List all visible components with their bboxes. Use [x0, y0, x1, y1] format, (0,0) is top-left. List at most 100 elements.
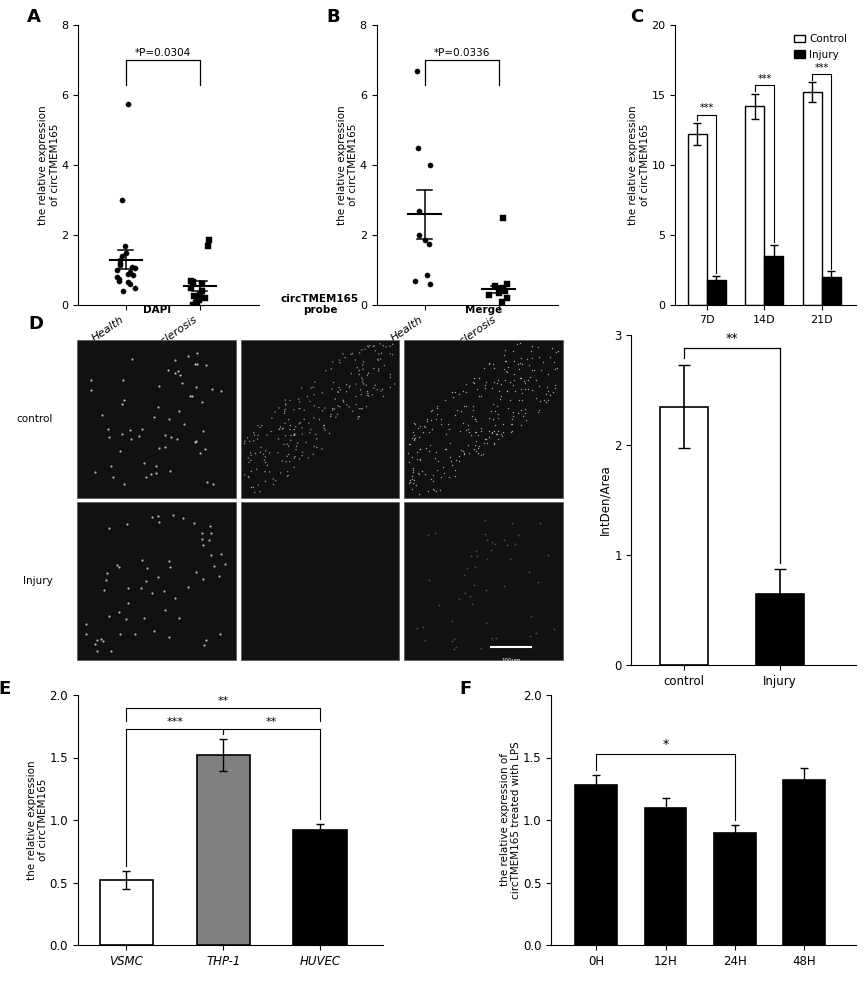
Point [505, 411, 519, 427]
Point [365, 387, 379, 403]
Point [471, 445, 484, 461]
Point [547, 621, 561, 637]
Point [137, 455, 151, 471]
Point [525, 338, 539, 354]
Point [524, 343, 538, 359]
Point [190, 294, 204, 310]
Point [490, 426, 503, 442]
Point [97, 582, 111, 598]
Point [248, 446, 262, 462]
Point [484, 380, 498, 396]
Point [522, 381, 535, 397]
Point [482, 356, 496, 372]
Point [532, 402, 546, 418]
Point [490, 398, 503, 414]
Point [186, 297, 200, 313]
Point [367, 380, 381, 396]
Point [467, 375, 481, 391]
Point [363, 338, 377, 354]
Point [240, 430, 254, 446]
Point [362, 388, 375, 404]
Point [206, 476, 220, 492]
Point [463, 588, 477, 604]
Point [158, 439, 172, 455]
Bar [240, 502, 400, 660]
Point [292, 416, 306, 432]
Point [452, 423, 466, 439]
Point [519, 412, 533, 428]
Point [401, 445, 415, 461]
Point [255, 418, 269, 434]
Point [521, 351, 535, 367]
Point [376, 388, 390, 404]
Point [336, 394, 350, 410]
Point [338, 350, 352, 366]
Point [238, 433, 252, 449]
Point [405, 481, 419, 497]
Point [489, 417, 503, 433]
Point [355, 342, 368, 358]
Point [188, 434, 202, 450]
Bar [784, 780, 825, 945]
Point [465, 596, 479, 612]
Point [474, 423, 488, 439]
Point [518, 381, 532, 397]
Point [272, 400, 285, 416]
Point [468, 441, 482, 457]
Point [370, 382, 384, 398]
Point [315, 441, 329, 457]
Point [330, 406, 344, 422]
Point [432, 482, 446, 498]
Point [437, 459, 451, 475]
Point [276, 420, 290, 436]
Point [490, 410, 504, 426]
Point [427, 482, 441, 498]
Point [422, 236, 436, 252]
Point [472, 388, 486, 404]
Point [494, 376, 508, 392]
Point [515, 370, 529, 386]
Point [242, 454, 256, 470]
Point [469, 424, 483, 440]
Point [410, 620, 424, 636]
Bar [99, 880, 153, 945]
Point [467, 577, 481, 593]
Point [103, 608, 117, 624]
Point [218, 556, 232, 572]
Point [367, 361, 381, 377]
Point [152, 514, 166, 530]
Point [329, 409, 343, 425]
Point [535, 362, 548, 378]
Point [518, 375, 532, 391]
Point [147, 409, 161, 425]
Point [430, 398, 444, 414]
Point [189, 433, 202, 449]
Point [124, 276, 138, 292]
Point [491, 423, 505, 439]
Point [477, 431, 491, 447]
Point [123, 264, 137, 280]
Point [284, 417, 298, 433]
Point [266, 476, 280, 492]
Point [307, 410, 321, 426]
Text: E: E [0, 680, 10, 698]
Point [323, 425, 336, 441]
Point [505, 423, 519, 439]
Point [502, 359, 516, 375]
Point [90, 643, 104, 659]
Point [113, 626, 127, 642]
Legend: Control, Injury: Control, Injury [791, 30, 851, 64]
Point [507, 366, 521, 382]
Point [514, 335, 528, 351]
Point [201, 474, 215, 490]
Point [162, 362, 176, 378]
Text: 100μm: 100μm [502, 658, 521, 663]
Point [541, 392, 554, 408]
Point [346, 403, 360, 419]
Point [488, 536, 502, 552]
Point [163, 559, 177, 575]
Point [420, 413, 434, 429]
Point [288, 449, 302, 465]
Point [413, 441, 427, 457]
Point [433, 416, 447, 432]
